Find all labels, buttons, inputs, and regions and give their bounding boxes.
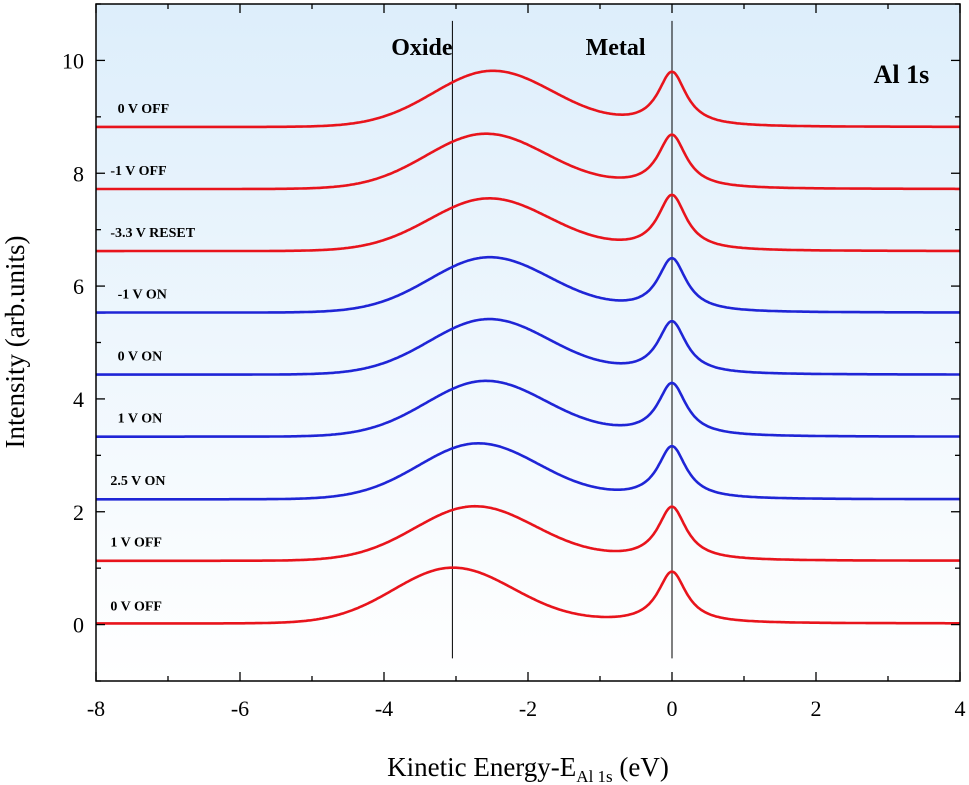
series-labels: 0 V OFF 1 V OFF 2.5 V ON 1 V ON 0 V ON -1 V O… xyxy=(110,102,195,615)
x-tick-label: -8 xyxy=(87,696,105,721)
annotation-2: Al 1s xyxy=(874,60,930,89)
series-group xyxy=(96,69,960,625)
x-tick-label: 4 xyxy=(955,696,966,721)
x-axis-title-unit: (eV) xyxy=(613,752,669,782)
x-tick-label: -4 xyxy=(375,696,393,721)
y-tick-label: 6 xyxy=(73,274,84,299)
series-label-0: 0 V OFF xyxy=(110,599,162,614)
x-axis-title: Kinetic Energy-EAl 1s (eV) xyxy=(387,752,669,785)
series-label-6: -3.3 V RESET xyxy=(110,226,195,241)
y-tick-label: 8 xyxy=(73,161,84,186)
y-tick-label: 10 xyxy=(62,48,84,73)
x-axis-title-main: Kinetic Energy-E xyxy=(387,752,576,782)
series-label-5: -1 V ON xyxy=(118,287,167,302)
series-label-8: 0 V OFF xyxy=(118,102,170,117)
series-label-3: 1 V ON xyxy=(118,412,163,427)
x-axis-title-subscript: Al 1s xyxy=(576,767,612,785)
annotations: Oxide Metal Al 1s xyxy=(391,35,929,89)
y-axis: 0 2 4 6 8 10 xyxy=(62,3,960,682)
x-tick-label: 0 xyxy=(667,696,678,721)
y-tick-label: 4 xyxy=(73,387,84,412)
series-line-0 xyxy=(96,566,960,625)
plot-background xyxy=(96,4,960,681)
x-tick-label: 2 xyxy=(811,696,822,721)
series-line-6 xyxy=(96,193,960,253)
series-label-4: 0 V ON xyxy=(118,350,163,365)
series-line-1 xyxy=(96,504,960,563)
series-line-3 xyxy=(96,379,960,439)
y-tick-label: 2 xyxy=(73,500,84,525)
annotation-0: Oxide xyxy=(391,35,453,61)
x-axis: -8 -6 -4 -2 0 2 4 xyxy=(87,4,966,721)
series-line-7 xyxy=(96,132,960,191)
annotation-1: Metal xyxy=(586,35,646,61)
series-line-5 xyxy=(96,255,960,314)
series-line-2 xyxy=(96,441,960,501)
reference-lines xyxy=(451,20,673,659)
series-label-1: 1 V OFF xyxy=(110,536,162,551)
y-axis-title: Intensity (arb.units) xyxy=(0,236,30,449)
x-tick-label: -2 xyxy=(519,696,537,721)
x-tick-label: -6 xyxy=(231,696,249,721)
y-tick-label: 0 xyxy=(73,613,84,638)
series-label-7: -1 V OFF xyxy=(110,164,166,179)
series-line-4 xyxy=(96,317,960,376)
series-line-8 xyxy=(96,69,960,129)
series-label-2: 2.5 V ON xyxy=(110,474,165,489)
